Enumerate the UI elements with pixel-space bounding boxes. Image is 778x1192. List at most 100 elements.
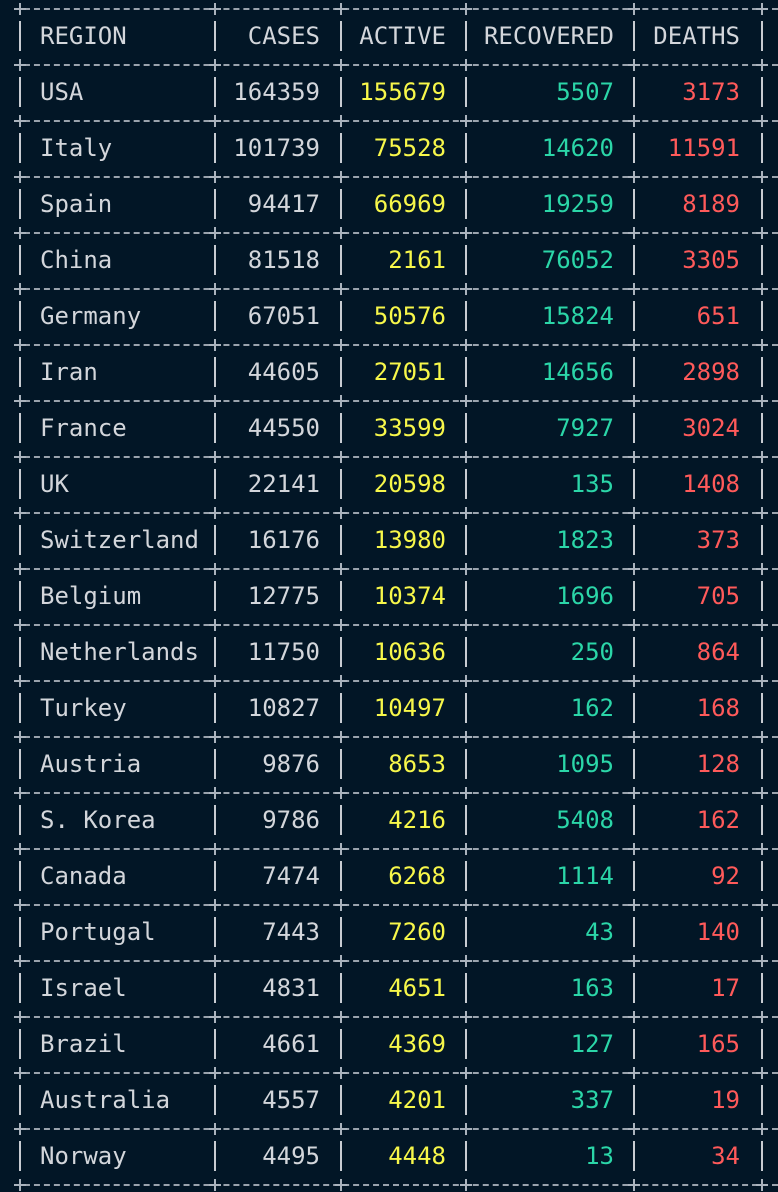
- column-divider: [633, 973, 635, 1003]
- table-junction: [756, 3, 768, 15]
- column-divider: [340, 1029, 342, 1059]
- table-junction: [628, 507, 640, 519]
- column-divider: [340, 413, 342, 443]
- region-cell: S. Korea: [40, 806, 156, 834]
- table-separator-line: [14, 400, 778, 402]
- table-junction: [756, 115, 768, 127]
- column-divider: [465, 77, 467, 107]
- active-cell: 27051: [373, 358, 446, 386]
- table-junction: [628, 171, 640, 183]
- column-divider: [761, 133, 763, 163]
- column-divider: [19, 581, 21, 611]
- column-divider: [633, 301, 635, 331]
- table-junction: [628, 675, 640, 687]
- column-divider: [761, 525, 763, 555]
- table-junction: [335, 507, 347, 519]
- active-cell: 8653: [388, 750, 446, 778]
- table-junction: [335, 731, 347, 743]
- cases-cell: 12775: [247, 582, 320, 610]
- table-junction: [335, 1179, 347, 1191]
- table-junction: [209, 451, 221, 463]
- region-cell: Brazil: [40, 1030, 127, 1058]
- table-junction: [460, 507, 472, 519]
- column-divider: [19, 189, 21, 219]
- active-cell: 33599: [373, 414, 446, 442]
- table-junction: [14, 843, 26, 855]
- table-junction: [335, 451, 347, 463]
- column-divider: [761, 21, 763, 51]
- deaths-cell: 3305: [682, 246, 740, 274]
- table-separator-line: [14, 176, 778, 178]
- column-divider: [19, 413, 21, 443]
- column-divider: [214, 693, 216, 723]
- column-divider: [465, 133, 467, 163]
- column-divider: [340, 749, 342, 779]
- column-header-region: REGION: [40, 22, 127, 50]
- column-divider: [19, 693, 21, 723]
- table-junction: [460, 955, 472, 967]
- column-divider: [340, 973, 342, 1003]
- table-junction: [209, 843, 221, 855]
- table-junction: [756, 451, 768, 463]
- column-divider: [761, 1029, 763, 1059]
- table-junction: [14, 227, 26, 239]
- region-cell: Turkey: [40, 694, 127, 722]
- table-junction: [460, 1123, 472, 1135]
- recovered-cell: 1114: [556, 862, 614, 890]
- cases-cell: 4495: [262, 1142, 320, 1170]
- table-junction: [335, 395, 347, 407]
- table-junction: [756, 899, 768, 911]
- deaths-cell: 128: [696, 750, 740, 778]
- table-junction: [460, 115, 472, 127]
- table-junction: [756, 843, 768, 855]
- table-junction: [628, 1123, 640, 1135]
- active-cell: 10374: [373, 582, 446, 610]
- table-junction: [628, 843, 640, 855]
- column-divider: [633, 469, 635, 499]
- column-divider: [214, 301, 216, 331]
- column-divider: [340, 637, 342, 667]
- column-divider: [340, 525, 342, 555]
- table-junction: [756, 955, 768, 967]
- recovered-cell: 15824: [541, 302, 614, 330]
- table-separator-line: [14, 512, 778, 514]
- column-divider: [214, 637, 216, 667]
- table-junction: [756, 395, 768, 407]
- table-separator-line: [14, 232, 778, 234]
- column-divider: [761, 77, 763, 107]
- recovered-cell: 14620: [541, 134, 614, 162]
- table-junction: [335, 59, 347, 71]
- active-cell: 20598: [373, 470, 446, 498]
- region-cell: Austria: [40, 750, 142, 778]
- table-separator-line: [14, 120, 778, 122]
- recovered-cell: 14656: [541, 358, 614, 386]
- column-divider: [633, 245, 635, 275]
- column-divider: [633, 581, 635, 611]
- column-divider: [340, 357, 342, 387]
- region-cell: Spain: [40, 190, 113, 218]
- column-divider: [340, 469, 342, 499]
- column-divider: [761, 805, 763, 835]
- column-divider: [19, 77, 21, 107]
- recovered-cell: 13: [585, 1142, 614, 1170]
- table-junction: [628, 1179, 640, 1191]
- active-cell: 4201: [388, 1086, 446, 1114]
- region-cell: Portugal: [40, 918, 156, 946]
- table-junction: [335, 339, 347, 351]
- table-junction: [209, 731, 221, 743]
- region-cell: Israel: [40, 974, 127, 1002]
- column-divider: [19, 749, 21, 779]
- column-divider: [761, 1141, 763, 1171]
- table-junction: [14, 675, 26, 687]
- table-junction: [628, 899, 640, 911]
- table-junction: [460, 171, 472, 183]
- column-divider: [465, 1029, 467, 1059]
- column-divider: [465, 21, 467, 51]
- table-junction: [209, 899, 221, 911]
- table-junction: [209, 675, 221, 687]
- column-divider: [465, 245, 467, 275]
- region-cell: France: [40, 414, 127, 442]
- table-junction: [628, 227, 640, 239]
- column-divider: [465, 413, 467, 443]
- table-junction: [14, 787, 26, 799]
